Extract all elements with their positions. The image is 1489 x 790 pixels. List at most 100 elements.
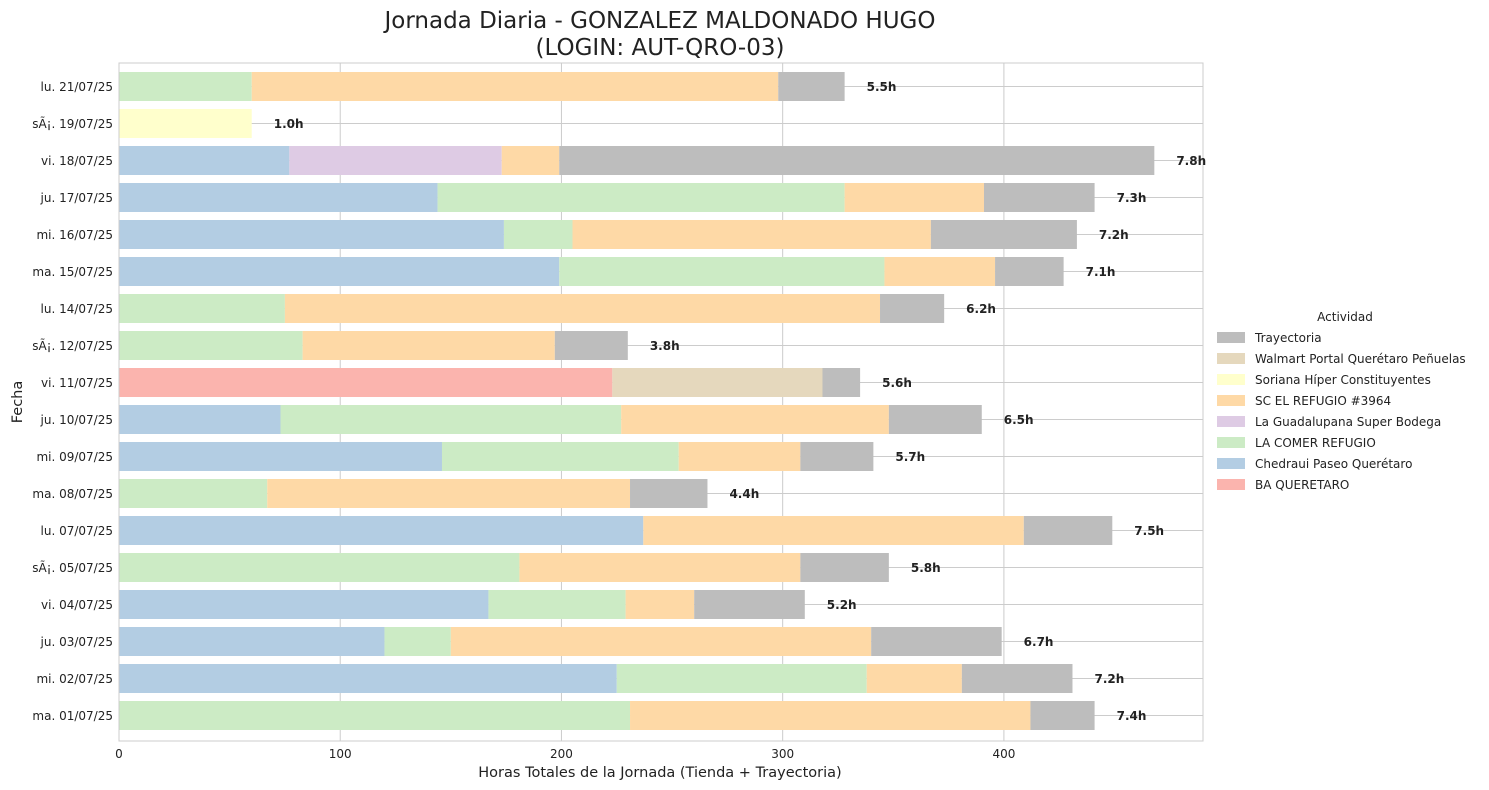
y-tick-label: lu. 07/07/25 xyxy=(41,524,113,538)
bar-segment xyxy=(289,146,502,175)
bar-segment xyxy=(519,553,801,582)
legend-swatch xyxy=(1217,416,1245,427)
legend-entry-label: Walmart Portal Querétaro Peñuelas xyxy=(1255,352,1466,366)
bar-segment xyxy=(983,183,1095,212)
legend-swatch xyxy=(1217,395,1245,406)
bar-segment xyxy=(822,368,861,397)
bar-segment xyxy=(930,220,1077,249)
chart-title-line2: (LOGIN: AUT-QRO-03) xyxy=(536,35,785,61)
bar-segment xyxy=(630,479,708,508)
bar-total-label: 6.5h xyxy=(1004,413,1034,427)
bar-segment xyxy=(554,331,628,360)
legend-entry-label: La Guadalupana Super Bodega xyxy=(1255,415,1441,429)
bar-segment xyxy=(251,72,779,101)
bar-segment xyxy=(844,183,984,212)
bar-segment xyxy=(284,294,881,323)
legend-title: Actividad xyxy=(1317,310,1373,324)
bar-segment xyxy=(119,109,252,138)
legend-swatch xyxy=(1217,353,1245,364)
y-tick-label: ju. 03/07/25 xyxy=(40,635,113,649)
y-tick-label: lu. 21/07/25 xyxy=(41,80,113,94)
legend: Actividad Trayectoria Walmart Portal Quer… xyxy=(1217,310,1466,492)
legend-swatch xyxy=(1217,458,1245,469)
bar-segment xyxy=(630,701,1031,730)
bar-segment xyxy=(800,553,889,582)
x-tick-label: 100 xyxy=(329,747,352,761)
bar-segment xyxy=(871,627,1002,656)
y-tick-label: mi. 09/07/25 xyxy=(36,450,113,464)
legend-swatch xyxy=(1217,332,1245,343)
bar-total-label: 7.8h xyxy=(1176,154,1206,168)
bar-segment xyxy=(503,220,573,249)
bar-segment xyxy=(616,664,867,693)
legend-swatch xyxy=(1217,437,1245,448)
bar-segment xyxy=(119,331,303,360)
bar-total-label: 5.2h xyxy=(827,598,857,612)
bar-total-label: 7.3h xyxy=(1117,191,1147,205)
y-axis-label: Fecha xyxy=(10,381,26,424)
y-tick-label: ju. 17/07/25 xyxy=(40,191,113,205)
bar-segment xyxy=(119,590,489,619)
bar-segment xyxy=(119,220,504,249)
legend-swatch xyxy=(1217,479,1245,490)
bar-segment xyxy=(880,294,945,323)
y-tick-label: vi. 04/07/25 xyxy=(41,598,113,612)
bars xyxy=(119,72,1155,730)
bar-segment xyxy=(119,442,442,471)
bar-total-label: 7.2h xyxy=(1094,672,1124,686)
legend-entry-label: LA COMER REFUGIO xyxy=(1255,436,1376,450)
bar-segment xyxy=(119,479,268,508)
bar-segment xyxy=(1030,701,1095,730)
bar-segment xyxy=(678,442,801,471)
bar-segment xyxy=(119,294,285,323)
x-tick-label: 200 xyxy=(550,747,573,761)
bar-total-label: 7.4h xyxy=(1117,709,1147,723)
bar-segment xyxy=(119,368,613,397)
bar-segment xyxy=(866,664,962,693)
y-tick-label: mi. 02/07/25 xyxy=(36,672,113,686)
bar-segment xyxy=(778,72,845,101)
bar-segment xyxy=(625,590,695,619)
bar-segment xyxy=(694,590,805,619)
bar-total-label: 1.0h xyxy=(274,117,304,131)
bar-total-label: 7.5h xyxy=(1134,524,1164,538)
y-tick-label: ma. 08/07/25 xyxy=(32,487,113,501)
legend-swatch xyxy=(1217,374,1245,385)
bar-total-label: 7.2h xyxy=(1099,228,1129,242)
x-axis-ticks: 0 100 200 300 400 xyxy=(115,747,1015,761)
y-tick-label: sÃ¡. 12/07/25 xyxy=(32,338,113,353)
y-tick-label: lu. 14/07/25 xyxy=(41,302,113,316)
x-tick-label: 300 xyxy=(771,747,794,761)
bar-segment xyxy=(450,627,872,656)
bar-segment xyxy=(643,516,1024,545)
bar-segment xyxy=(384,627,451,656)
bar-segment xyxy=(119,701,631,730)
bar-total-label: 6.7h xyxy=(1024,635,1054,649)
y-tick-label: sÃ¡. 05/07/25 xyxy=(32,560,113,575)
x-tick-label: 400 xyxy=(992,747,1015,761)
bar-total-label: 5.8h xyxy=(911,561,941,575)
bar-segment xyxy=(995,257,1064,286)
y-tick-label: mi. 16/07/25 xyxy=(36,228,113,242)
bar-segment xyxy=(888,405,982,434)
chart-title-line1: Jornada Diaria - GONZALEZ MALDONADO HUGO xyxy=(382,8,935,34)
bar-segment xyxy=(119,183,438,212)
bar-total-label: 5.6h xyxy=(882,376,912,390)
bar-segment xyxy=(119,405,281,434)
bar-segment xyxy=(437,183,845,212)
bar-segment xyxy=(572,220,931,249)
bar-segment xyxy=(488,590,626,619)
bar-segment xyxy=(119,257,560,286)
y-tick-label: vi. 11/07/25 xyxy=(41,376,113,390)
bar-total-label: 5.7h xyxy=(895,450,925,464)
bar-segment xyxy=(267,479,631,508)
bar-segment xyxy=(441,442,679,471)
bar-segment xyxy=(621,405,889,434)
bar-segment xyxy=(559,257,885,286)
bar-segment xyxy=(119,627,385,656)
legend-entry-label: Trayectoria xyxy=(1254,331,1322,345)
bar-total-label: 5.5h xyxy=(867,80,897,94)
bar-segment xyxy=(119,664,617,693)
total-labels: 5.5h 1.0h 7.8h 7.3h 7.2h 7.1h 6.2h 3.8h 5.6h 6.5h… xyxy=(274,80,1206,723)
bar-segment xyxy=(119,553,520,582)
